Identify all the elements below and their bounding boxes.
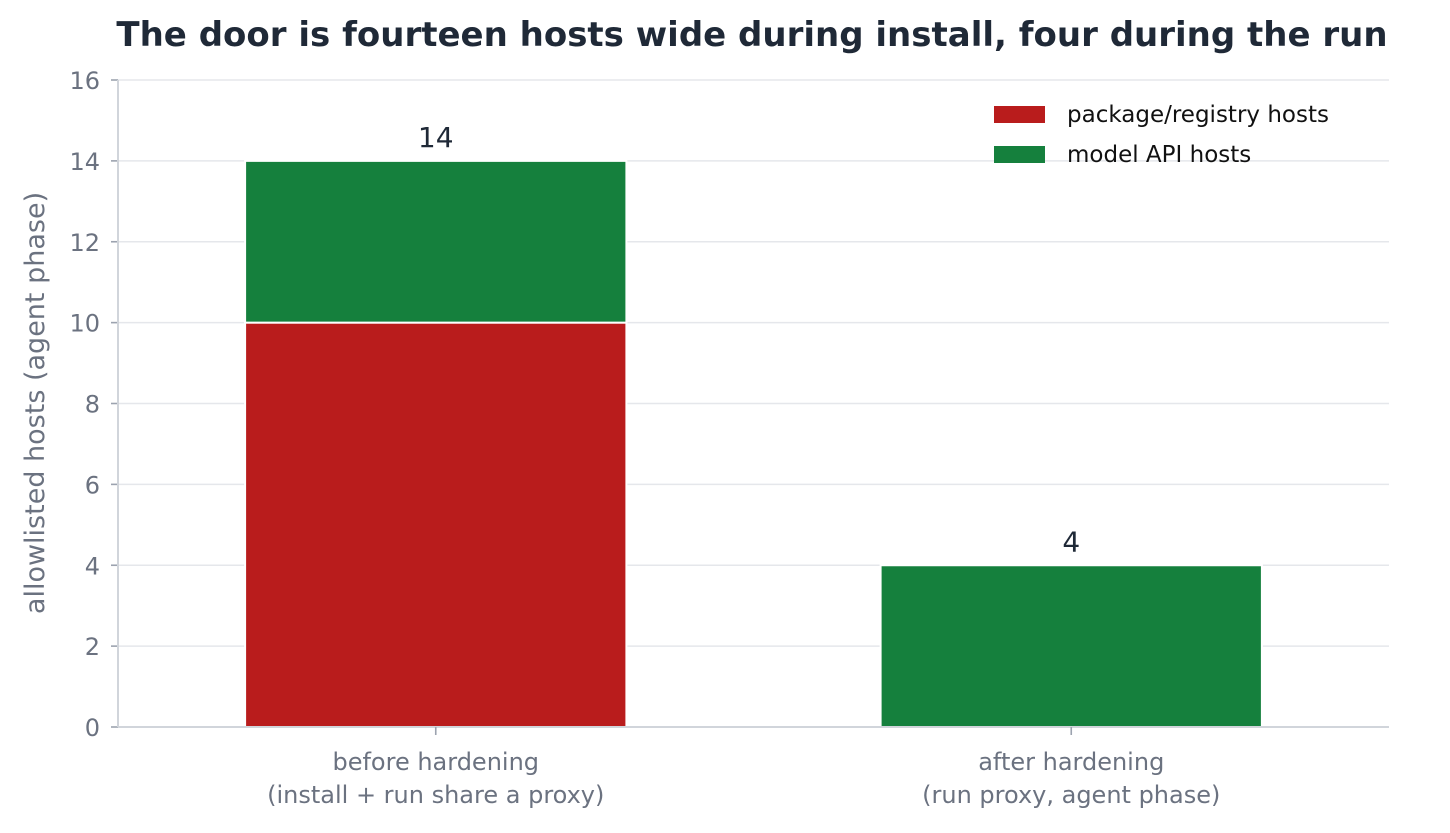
- labels: 14 4: [418, 121, 1080, 558]
- x-tick-label: (run proxy, agent phase): [922, 781, 1220, 809]
- bar-segment: [244, 321, 628, 728]
- legend-label: model API hosts: [1067, 142, 1251, 168]
- bar-total-label: 14: [418, 121, 454, 154]
- y-axis-label: allowlisted hosts (agent phase): [20, 192, 51, 614]
- axes: 0 2 4 6 8 10 12 14 16 before hardening (install + …: [69, 67, 1389, 809]
- bars: [244, 159, 1263, 728]
- y-tick-label: 4: [85, 552, 100, 580]
- legend-swatch: [994, 146, 1045, 163]
- legend-swatch: [994, 106, 1045, 123]
- x-tick-label: (install + run share a proxy): [267, 781, 604, 809]
- y-tick-label: 12: [69, 229, 100, 257]
- x-tick-label: after hardening: [978, 748, 1164, 776]
- chart-title: The door is fourteen hosts wide during i…: [116, 15, 1387, 55]
- legend-label: package/registry hosts: [1067, 102, 1329, 128]
- y-tick-label: 14: [69, 148, 100, 176]
- y-tick-label: 10: [69, 310, 100, 338]
- y-tick-label: 0: [85, 714, 100, 742]
- bar-segment: [244, 159, 628, 324]
- bar-segment: [879, 564, 1263, 728]
- y-tick-label: 6: [85, 471, 100, 499]
- bar-total-label: 4: [1062, 525, 1080, 558]
- y-tick-label: 8: [85, 391, 100, 419]
- legend: package/registry hosts model API hosts: [994, 102, 1329, 168]
- y-tick-label: 2: [85, 633, 100, 661]
- x-tick-label: before hardening: [332, 748, 539, 776]
- y-tick-label: 16: [69, 67, 100, 95]
